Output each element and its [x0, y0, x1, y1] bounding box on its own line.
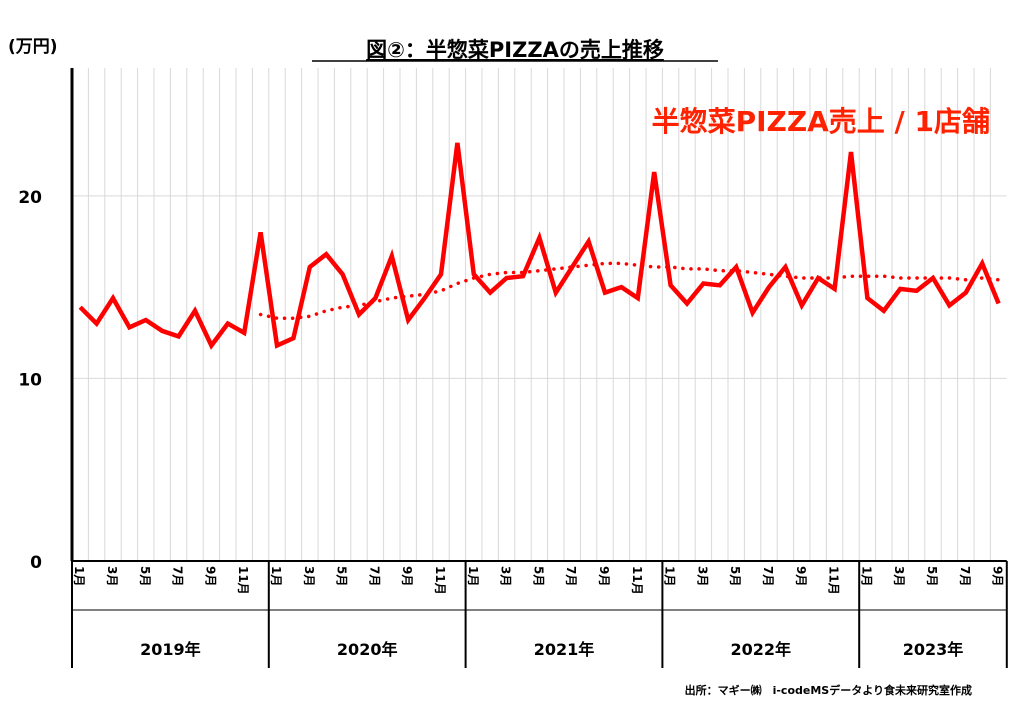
source-note: 出所：マギー㈱ i-codeMSデータより食未来研究室作成 [685, 683, 972, 697]
axes [70, 68, 1008, 668]
sales-line [78, 142, 1001, 350]
y-tick-label: 10 [18, 370, 42, 390]
month-label: 11月 [630, 566, 644, 595]
month-label: 7月 [761, 566, 775, 586]
month-label: 9月 [597, 566, 611, 586]
month-label: 3月 [105, 566, 119, 586]
month-label: 9月 [991, 566, 1005, 586]
y-tick-label: 20 [18, 188, 42, 208]
month-label: 11月 [433, 566, 447, 595]
year-label: 2021年 [534, 640, 595, 659]
month-label: 9月 [203, 566, 217, 586]
year-label: 2022年 [731, 640, 792, 659]
year-label: 2020年 [337, 640, 398, 659]
month-label: 1月 [72, 566, 86, 586]
month-label: 7月 [367, 566, 381, 586]
grid [72, 68, 1007, 561]
year-label: 2019年 [140, 640, 201, 659]
trend-line [258, 261, 1001, 320]
month-label: 5月 [925, 566, 939, 586]
month-label: 5月 [138, 566, 152, 586]
chart-title: 図②：半惣菜PIZZAの売上推移 [366, 38, 664, 62]
month-label: 11月 [827, 566, 841, 595]
month-label: 5月 [335, 566, 349, 586]
month-label: 1月 [663, 566, 677, 586]
month-label: 3月 [499, 566, 513, 586]
month-label: 7月 [958, 566, 972, 586]
month-label: 9月 [400, 566, 414, 586]
month-label: 5月 [531, 566, 545, 586]
month-label: 3月 [302, 566, 316, 586]
month-label: 3月 [695, 566, 709, 586]
series-annotation: 半惣菜PIZZA売上 / 1店舗 [652, 105, 990, 138]
year-label: 2023年 [903, 640, 964, 659]
month-label: 11月 [236, 566, 250, 595]
month-label: 1月 [466, 566, 480, 586]
month-label: 1月 [859, 566, 873, 586]
month-label: 1月 [269, 566, 283, 586]
y-axis-unit: (万円) [8, 37, 58, 57]
month-label: 5月 [728, 566, 742, 586]
y-tick-label: 0 [30, 553, 42, 573]
month-label: 9月 [794, 566, 808, 586]
series-group [78, 142, 1001, 350]
month-label: 7月 [564, 566, 578, 586]
axis-labels: 0 10 20 2019年 2020年 2021年 2022年 2023年 1月 3月 5月 7月 9月… [18, 188, 1004, 659]
month-label: 7月 [171, 566, 185, 586]
month-label: 3月 [892, 566, 906, 586]
